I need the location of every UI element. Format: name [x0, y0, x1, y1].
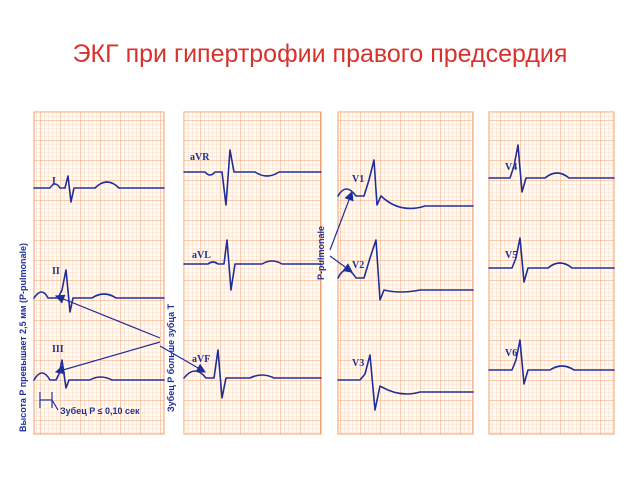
lead-label-V5: V5 [505, 250, 517, 261]
lead-label-aVF: aVF [192, 354, 210, 365]
trace-lead-V6 [488, 339, 615, 385]
trace-lead-I [33, 175, 165, 203]
lead-label-III: III [52, 344, 64, 355]
lead-label-V6: V6 [505, 348, 517, 359]
annotation-p-height: Высота P превышает 2,5 мм (P-pulmonale) [18, 243, 28, 432]
lead-label-I: I [52, 176, 56, 187]
trace-lead-aVL [183, 239, 322, 291]
annotation-p-bigger-than-t: Зубец P больше зубца T [166, 303, 176, 412]
page-title: ЭКГ при гипертрофии правого предсердия [72, 40, 568, 68]
arrow-to-lead-V2 [329, 255, 353, 273]
trace-lead-II [33, 269, 165, 313]
grid-pattern [184, 112, 321, 434]
p-duration-bracket [39, 392, 59, 411]
lead-label-V4: V4 [505, 162, 517, 173]
arrow-to-lead-II [54, 294, 161, 339]
arrow-to-lead-III [54, 341, 161, 375]
lead-label-V1: V1 [352, 174, 364, 185]
arrow-to-lead-V1 [329, 190, 354, 251]
lead-label-V2: V2 [352, 260, 364, 271]
trace-lead-V1 [337, 159, 474, 210]
arrow-to-lead-aVF [159, 345, 207, 373]
lead-label-aVR: aVR [190, 152, 210, 163]
grid-pattern [489, 112, 614, 434]
grid-pattern [338, 112, 473, 434]
trace-lead-V5 [488, 237, 615, 283]
trace-lead-aVR [183, 149, 322, 206]
lead-label-aVL: aVL [192, 250, 211, 261]
trace-lead-V4 [488, 144, 615, 193]
trace-lead-aVF [183, 349, 322, 399]
lead-label-II: II [52, 266, 60, 277]
annotation-p-pulmonale: P-pulmonale [316, 226, 326, 280]
lead-label-V3: V3 [352, 358, 364, 369]
annotation-p-duration: Зубец P ≤ 0,10 сек [60, 406, 140, 416]
trace-lead-V3 [337, 354, 474, 411]
